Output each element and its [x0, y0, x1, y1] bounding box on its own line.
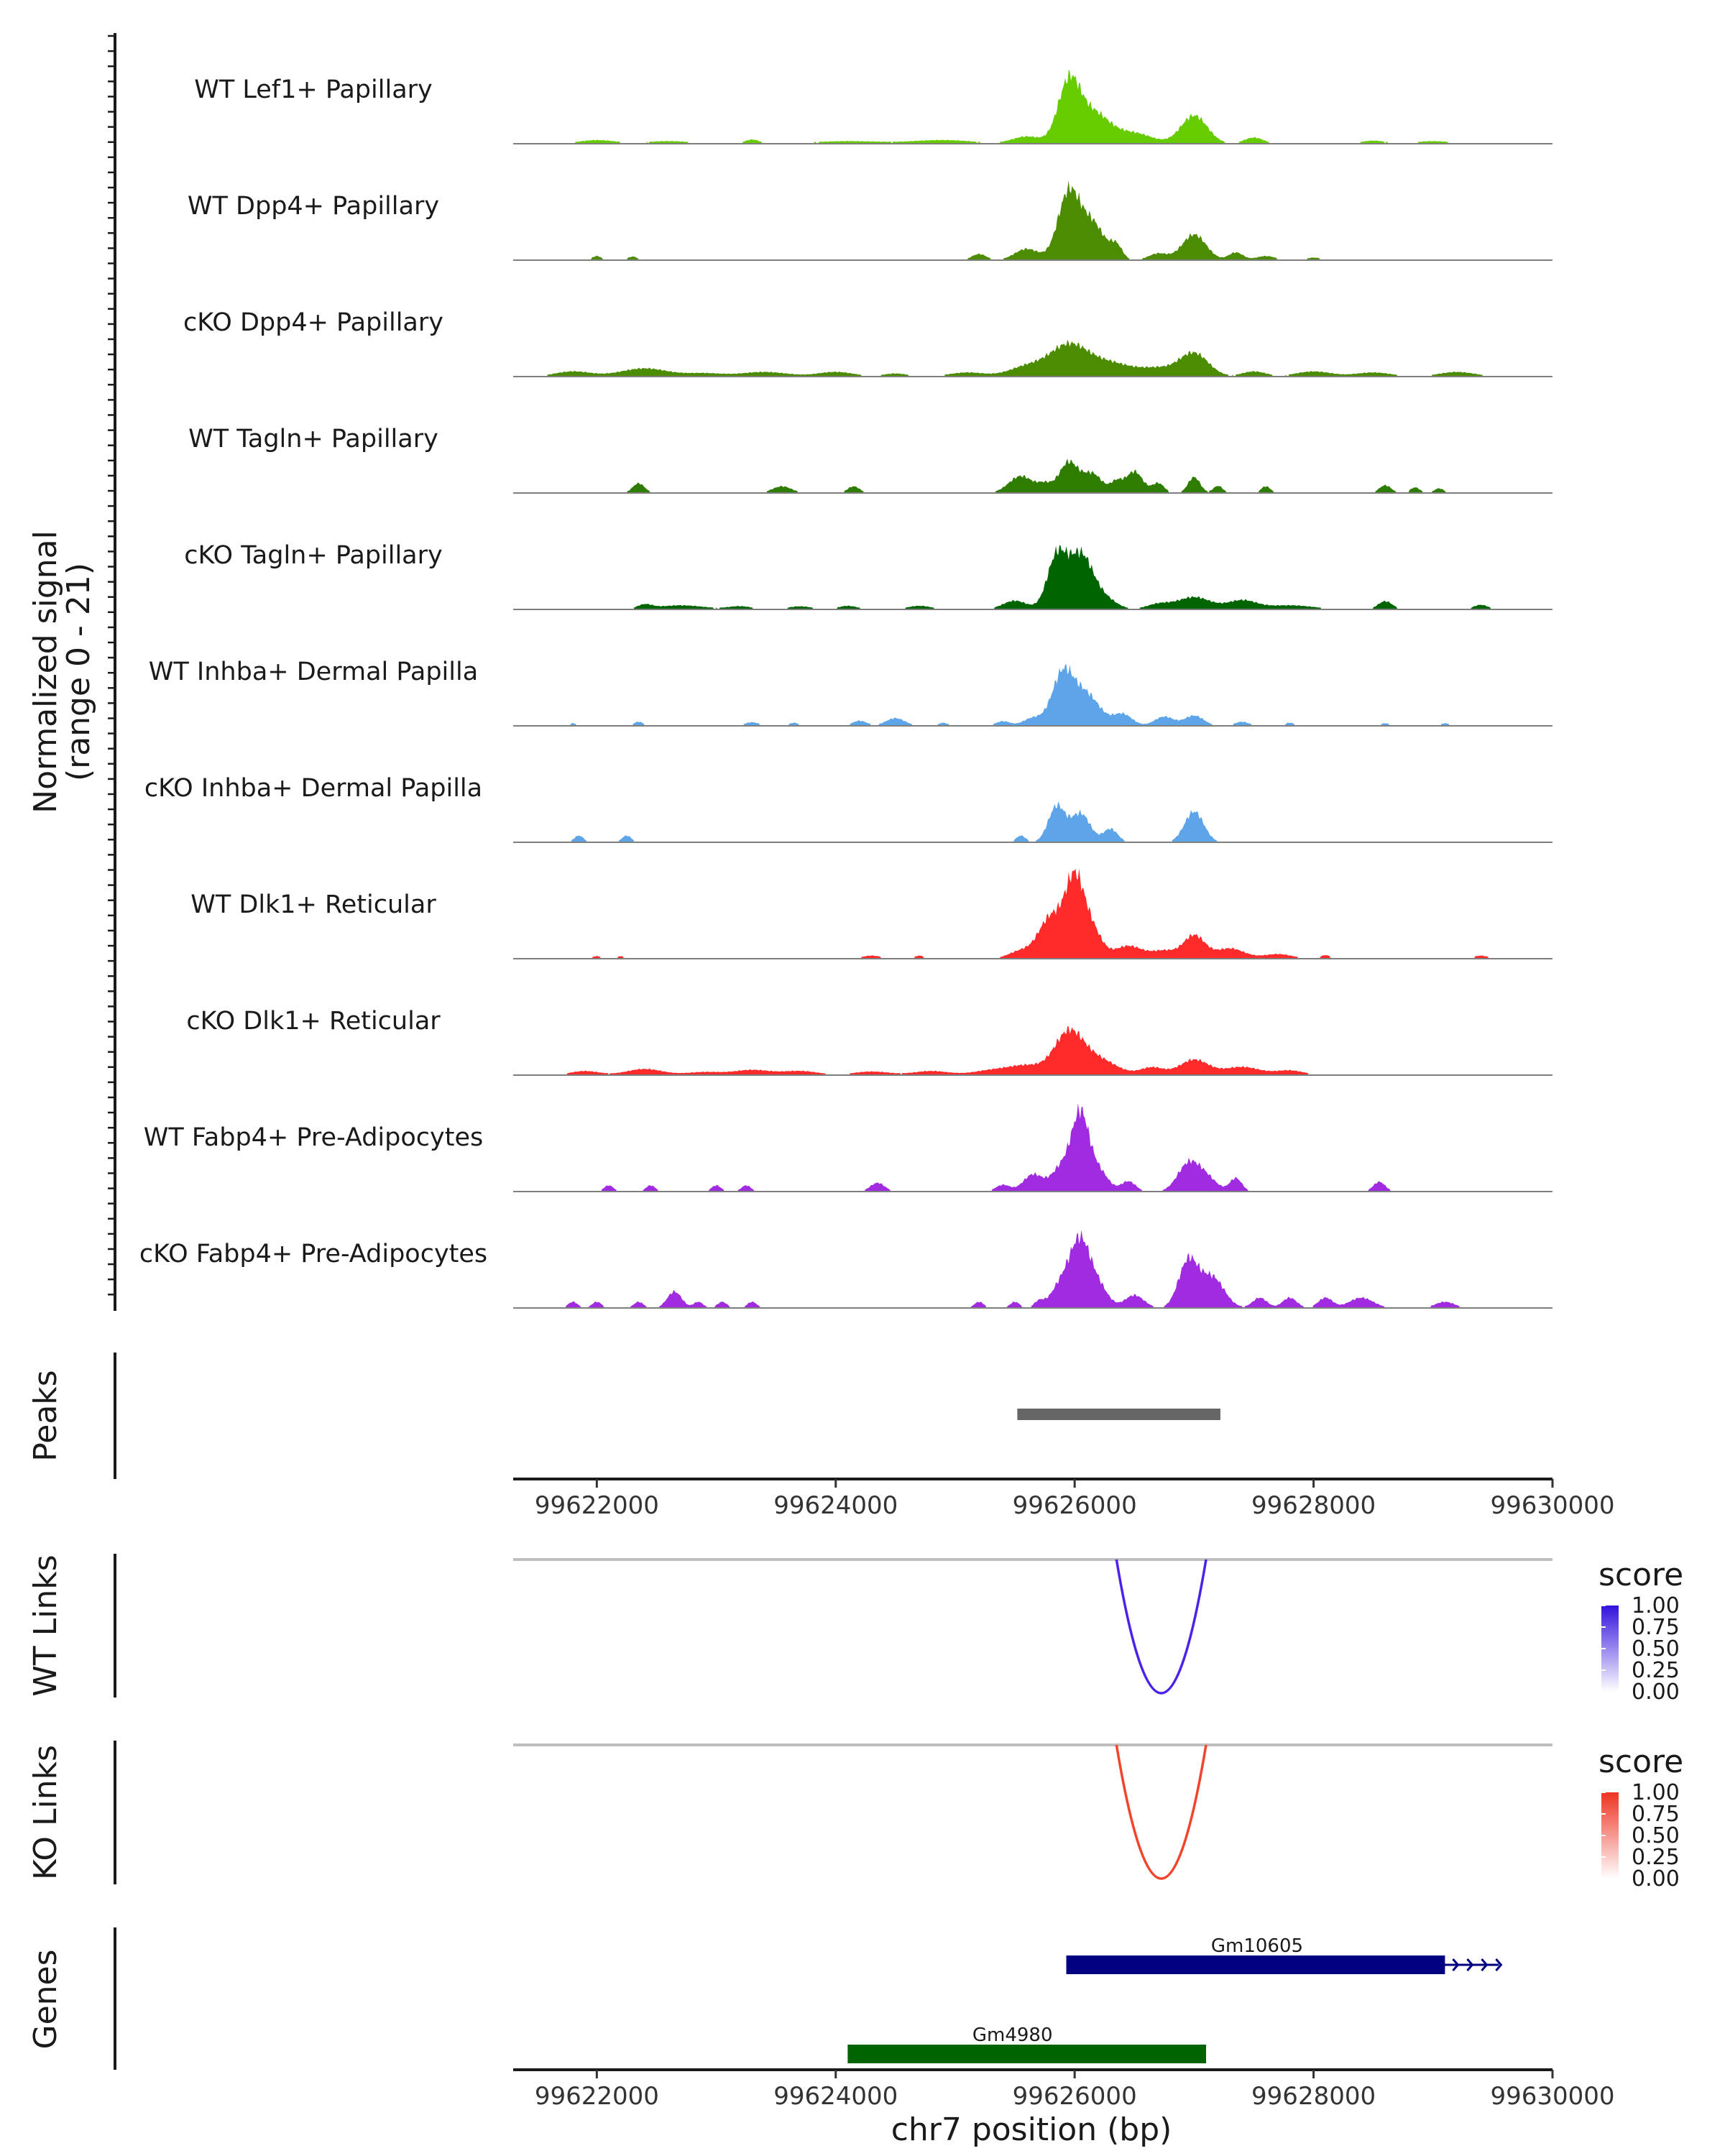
link-arc — [1115, 1559, 1208, 1695]
gene: Gm4980 — [847, 2024, 1206, 2063]
coverage-ylabel-line1: Normalized signal — [27, 530, 64, 814]
wt-legend-title: score — [1598, 1557, 1683, 1593]
wt-legend-tick-label: 0.00 — [1632, 1680, 1680, 1705]
coverage-track-label: cKO Inhba+ Dermal Papilla — [144, 774, 482, 803]
x-axis-upper-tick-label: 99622000 — [535, 1491, 659, 1520]
coverage-track-label: cKO Tagln+ Papillary — [184, 541, 443, 570]
x-axis-upper: 99622000 99624000 99626000 99628000 99630000 — [513, 1478, 1615, 1520]
coverage-track: WT Dlk1+ Reticular — [190, 868, 1552, 959]
coverage-track-label: cKO Fabp4+ Pre-Adipocytes — [139, 1240, 487, 1268]
coverage-track: WT Tagln+ Papillary — [188, 425, 1552, 494]
peak-region — [1017, 1409, 1220, 1420]
x-axis-lower-tick-label: 99628000 — [1251, 2082, 1376, 2111]
coverage-track-label: WT Lef1+ Papillary — [194, 75, 433, 104]
ko-legend-title: score — [1598, 1743, 1683, 1780]
gene-label: Gm10605 — [1211, 1935, 1303, 1957]
genes-track: Gm10605 Gm4980 — [847, 1935, 1503, 2063]
gene: Gm10605 — [1066, 1935, 1503, 1974]
coverage-track: cKO Dlk1+ Reticular — [186, 1007, 1552, 1076]
link-track — [513, 1558, 1552, 1695]
link-tracks — [513, 1558, 1552, 1880]
wt-legend-tick-label: 0.50 — [1632, 1636, 1680, 1662]
coverage-track: WT Dpp4+ Papillary — [188, 180, 1552, 261]
link-track — [513, 1743, 1552, 1880]
wt-links-label: WT Links — [27, 1554, 64, 1696]
coverage-track: WT Inhba+ Dermal Papilla — [149, 658, 1552, 727]
coverage-ylabel-line2: (range 0 - 21) — [60, 563, 97, 781]
coverage-area — [513, 868, 1552, 959]
x-axis-upper-tick-label: 99626000 — [1013, 1491, 1137, 1520]
wt-legend-ticks: 1.000.750.500.250.00 — [1601, 1593, 1680, 1705]
strand-arrow — [1466, 1958, 1474, 1971]
gene-body — [1066, 1955, 1445, 1974]
peaks-track — [1017, 1409, 1220, 1420]
wt-legend-tick-label: 1.00 — [1632, 1593, 1680, 1618]
x-axis-lower-tick-label: 99630000 — [1490, 2082, 1614, 2111]
ko-legend-ticks: 1.000.750.500.250.00 — [1601, 1780, 1680, 1892]
wt-legend-tick-label: 0.75 — [1632, 1615, 1680, 1640]
x-axis-upper-tick-label: 99630000 — [1490, 1491, 1614, 1520]
strand-arrow — [1495, 1958, 1503, 1971]
ko-links-label: KO Links — [27, 1745, 64, 1880]
ko-legend-tick-label: 0.00 — [1632, 1866, 1680, 1892]
coverage-area — [513, 339, 1552, 377]
coverage-track-label: cKO Dlk1+ Reticular — [186, 1007, 441, 1036]
coverage-track: cKO Tagln+ Papillary — [184, 541, 1552, 610]
ko-legend-tick-label: 0.25 — [1632, 1845, 1680, 1870]
coverage-track: WT Lef1+ Papillary — [194, 70, 1552, 144]
gene-label: Gm4980 — [972, 2024, 1053, 2046]
coverage-track: cKO Fabp4+ Pre-Adipocytes — [139, 1230, 1552, 1309]
x-axis-upper-tick-label: 99624000 — [773, 1491, 898, 1520]
coverage-track-label: WT Dpp4+ Papillary — [188, 192, 439, 221]
x-axis-lower-tick-label: 99624000 — [773, 2082, 898, 2111]
x-axis-lower-tick-label: 99626000 — [1013, 2082, 1137, 2111]
x-axis-upper-tick-label: 99628000 — [1251, 1491, 1376, 1520]
coverage-track-label: cKO Dpp4+ Papillary — [183, 308, 443, 337]
coverage-track-label: WT Inhba+ Dermal Papilla — [149, 658, 478, 686]
x-axis-lower: 99622000 99624000 99626000 99628000 99630000 — [513, 2068, 1615, 2111]
gene-body — [847, 2045, 1206, 2063]
wt-legend-tick-label: 0.25 — [1632, 1658, 1680, 1683]
strand-arrow — [1452, 1958, 1460, 1971]
coverage-area — [513, 459, 1552, 493]
wt-links-legend: score 1.000.750.500.250.00 — [1598, 1557, 1683, 1705]
coverage-track-label: WT Fabp4+ Pre-Adipocytes — [144, 1123, 483, 1152]
ko-links-legend: score 1.000.750.500.250.00 — [1598, 1743, 1683, 1892]
coverage-tracks: WT Lef1+ Papillary WT Dpp4+ Papillary cKO … — [139, 70, 1552, 1309]
coverage-track: cKO Dpp4+ Papillary — [183, 308, 1552, 377]
coverage-axis — [108, 33, 116, 1311]
ko-legend-tick-label: 1.00 — [1632, 1780, 1680, 1805]
genes-track-label: Genes — [27, 1949, 64, 2049]
x-axis-title: chr7 position (bp) — [891, 2111, 1172, 2148]
coverage-track: cKO Inhba+ Dermal Papilla — [144, 774, 1552, 843]
coverage-track: WT Fabp4+ Pre-Adipocytes — [144, 1103, 1552, 1192]
ko-legend-tick-label: 0.75 — [1632, 1802, 1680, 1827]
x-axis-lower-tick-label: 99622000 — [535, 2082, 659, 2111]
link-arc — [1115, 1744, 1208, 1880]
strand-arrow — [1481, 1958, 1489, 1971]
coverage-area — [513, 1026, 1552, 1075]
coverage-track-label: WT Tagln+ Papillary — [188, 425, 438, 453]
ko-legend-tick-label: 0.50 — [1632, 1823, 1680, 1848]
peaks-track-label: Peaks — [27, 1370, 64, 1461]
coverage-track-label: WT Dlk1+ Reticular — [190, 890, 436, 919]
